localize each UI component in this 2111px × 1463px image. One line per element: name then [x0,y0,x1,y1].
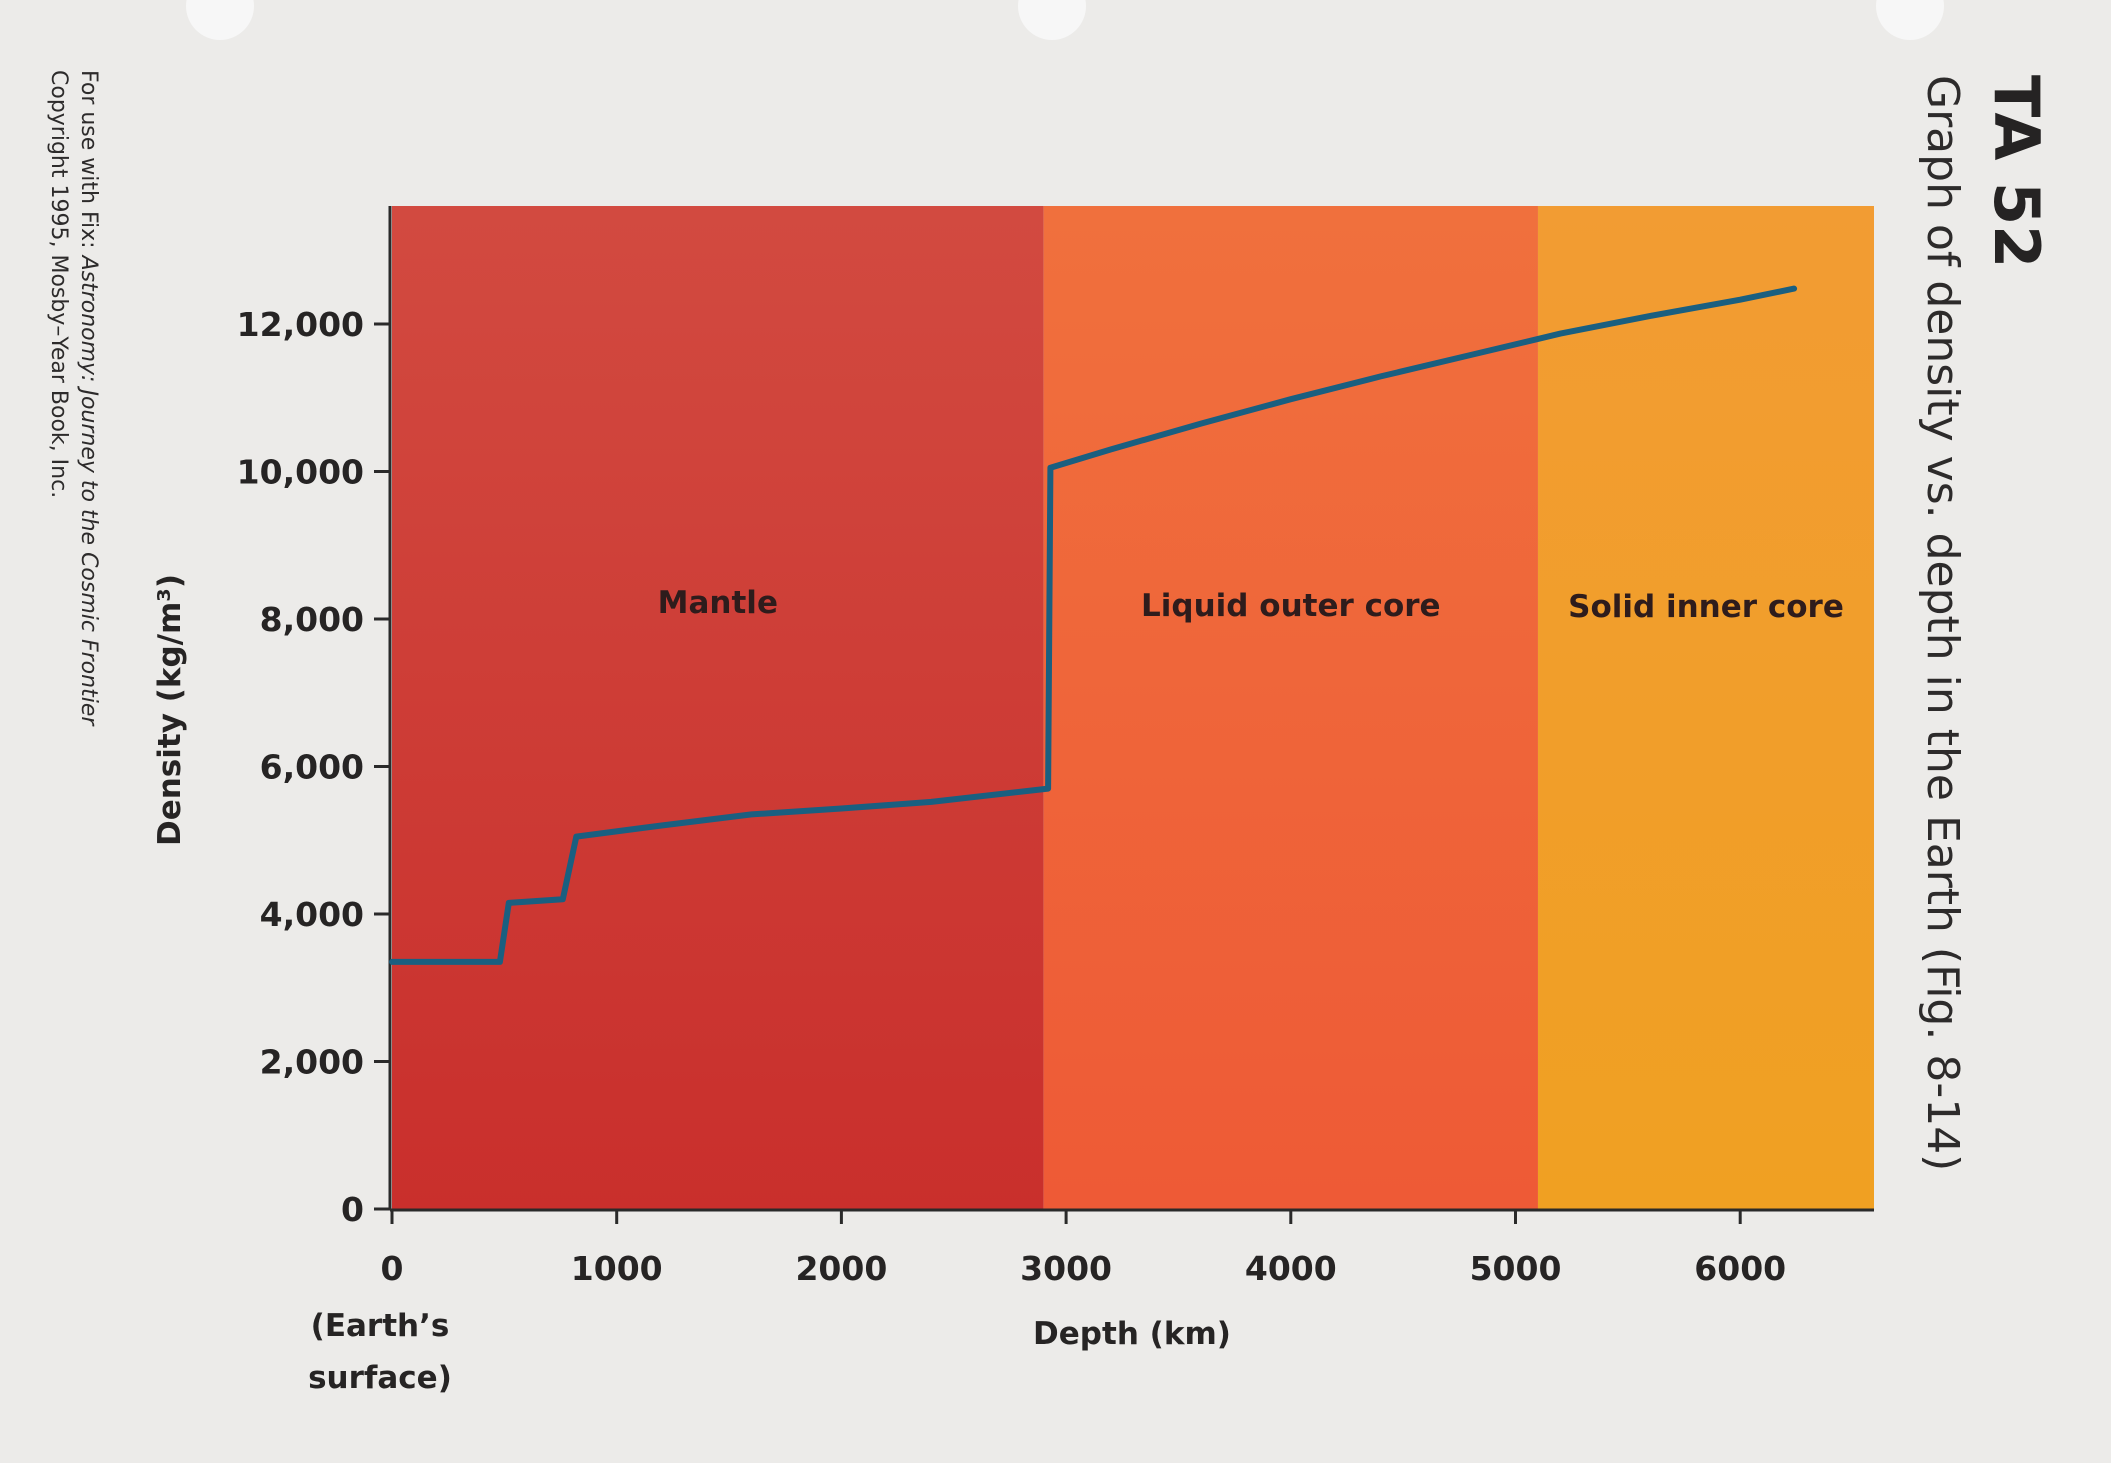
region-mantle-label: Mantle [658,585,778,621]
x-tick-label: 6000 [1694,1249,1786,1288]
y-tick-label: 10,000 [237,453,364,492]
transparency-number: TA 52 [1980,75,2053,268]
x-axis-label: Depth (km) [1033,1316,1231,1352]
y-tick-label: 6,000 [260,748,364,787]
punch-hole-center [1018,0,1086,40]
credit-book-title: Astronomy: Journey to the Cosmic Frontie… [76,254,101,728]
x-tick-label: 2000 [795,1249,887,1288]
y-tick-label: 2,000 [260,1043,364,1082]
region-liquid-outer-core-label: Liquid outer core [1141,588,1441,624]
region-solid-inner-core-label: Solid inner core [1568,589,1844,625]
x-tick-label: 3000 [1020,1249,1112,1288]
credit-line-2: Copyright 1995, Mosby–Year Book, Inc. [46,70,71,498]
x-tick-label: 1000 [571,1249,663,1288]
punch-hole-right [1876,0,1944,40]
x-origin-note-line2: surface) [308,1360,452,1396]
y-tick-label: 0 [341,1190,364,1229]
x-origin-note-line1: (Earth’s [311,1308,450,1344]
y-tick-label: 12,000 [237,305,364,344]
y-axis-ticks: 0 2,000 4,000 6,000 8,000 10,000 12,000 [237,305,390,1229]
region-solid-inner-core [1537,206,1874,1210]
x-tick-label: 4000 [1245,1249,1337,1288]
density-line [389,285,1798,965]
y-axis-label: Density (kg/m³) [152,574,188,846]
density-series [389,285,1798,965]
credit-line-1: For use with Fix: Astronomy: Journey to … [76,70,101,727]
y-tick-label: 8,000 [260,600,364,639]
region-mantle [392,206,1044,1210]
axes [388,206,1874,1212]
y-tick-label: 4,000 [260,895,364,934]
region-liquid-outer-core [1043,206,1538,1210]
region-bands: Mantle Liquid outer core Solid inner core [392,206,1874,1210]
x-tick-label: 5000 [1470,1249,1562,1288]
chart-title: Graph of density vs. depth in the Earth … [1917,75,1968,1171]
x-axis-ticks: 0 1000 2000 3000 4000 5000 6000 [381,1210,1786,1288]
punch-hole-left [186,0,254,40]
x-tick-label: 0 [381,1249,404,1288]
credit-prefix: For use with Fix: [76,70,101,256]
